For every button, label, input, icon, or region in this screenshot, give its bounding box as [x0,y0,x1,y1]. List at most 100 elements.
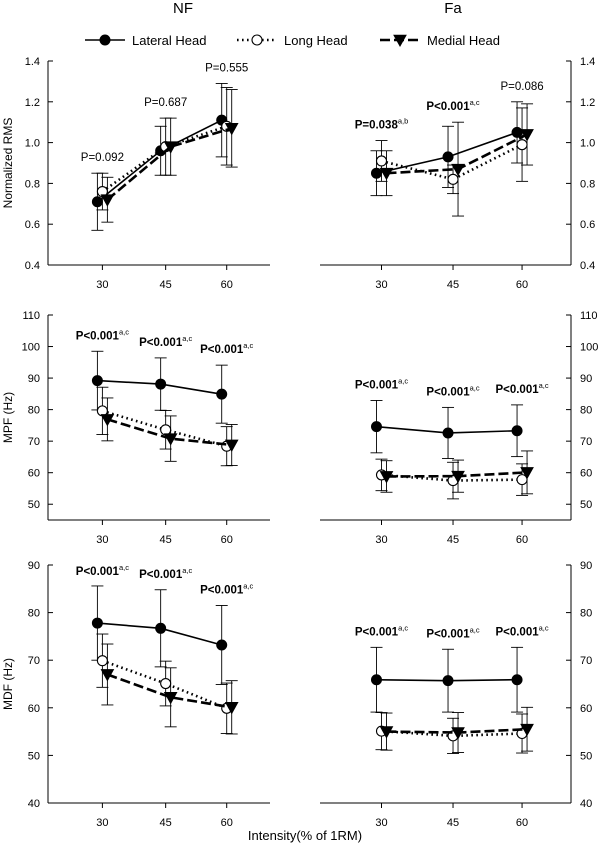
legend: Lateral Head Long Head Medial Head [85,33,500,48]
p-value-annotation: P<0.001a,c [200,581,253,596]
y-axis-title-mdf-hz: MDF (Hz) [1,658,15,710]
point-long-head [447,173,459,185]
y-tick-label: 100 [22,342,40,354]
y-tick-label: 70 [28,655,40,667]
point-medial-head [100,414,115,427]
x-tick-label: 45 [160,279,172,291]
x-tick-label: 60 [516,534,528,546]
y-tick-label: 60 [28,703,40,715]
y-tick-label: 50 [28,499,40,511]
p-value-text: P<0.001 [355,626,399,638]
point-long-head [375,155,388,167]
p-value-annotation: P=0.038a,b [355,117,409,132]
x-tick-label: 30 [375,817,387,829]
p-value-annotation: P=0.092 [81,152,124,164]
series-line-medial-head [106,127,233,201]
point-lateral-head [442,427,454,439]
series-long-head [96,633,233,734]
point-lateral-head [91,375,103,387]
y-tick-label: 1.2 [580,97,595,109]
series-medial-head [379,706,534,753]
point-medial-head [520,129,534,142]
y-tick-label: 110 [22,310,40,322]
panels-area: Normalized RMS 0.4 0.6 0.8 1.0 1.2 1.4 30 45 60 P=… [1,56,598,829]
p-value-superscript: a,c [539,623,549,632]
p-value-superscript: a,c [182,334,192,343]
point-lateral-head [155,378,167,390]
p-value-text: P<0.001 [139,569,183,581]
y-tick-label: 40 [28,798,40,810]
y-tick-label: 40 [580,798,592,810]
y-tick-label: 0.4 [25,260,40,272]
x-tick-label: 45 [447,817,459,829]
point-medial-head [451,470,465,484]
point-lateral-head [442,151,454,163]
y-tick-label: 90 [580,373,592,385]
y-tick-label: 50 [580,750,592,762]
x-tick-label: 60 [221,817,233,829]
p-value-annotation: P<0.001a,c [355,623,408,638]
x-tick-label: 45 [160,534,172,546]
column-title-nf: NF [173,0,193,17]
point-long-head [516,139,528,151]
y-axis-title-normalized-rms: Normalized RMS [1,118,15,209]
series-line-medial-head [107,418,232,447]
p-value-superscript: a,c [243,581,253,590]
y-tick-label: 1.2 [25,97,40,109]
panel-normalized-rms-fa: 0.4 0.6 0.8 1.0 1.2 1.4 30 45 60 P=0.038a,b P<0.00… [320,56,595,291]
y-tick-label: 70 [580,436,592,448]
series-lateral-head [370,400,524,459]
y-tick-label: 80 [580,405,592,417]
point-medial-head [379,471,394,484]
p-value-superscript: a,b [398,117,408,126]
p-value-superscript: a,c [398,376,408,385]
legend-entry-medial-head: Medial Head [380,33,500,48]
y-tick-label: 0.8 [580,178,595,190]
series-lateral-head [370,646,524,713]
series-medial-head [379,450,534,495]
y-tick-label: 70 [28,436,40,448]
point-medial-head [163,433,178,446]
point-medial-head [224,439,239,452]
series-lateral-head [91,350,228,424]
point-medial-head [520,467,534,480]
series-medial-head [379,103,534,217]
point-medial-head [379,726,394,739]
x-tick-label: 30 [96,279,108,291]
p-value-text: P=0.038 [355,120,399,132]
point-long-head [96,655,108,667]
point-lateral-head [216,639,228,651]
p-value-annotation: P<0.001a,c [139,334,192,349]
x-tick-label: 60 [516,817,528,829]
p-value-superscript: a,c [119,327,129,336]
series-long-head [96,386,233,467]
p-value-annotation: P<0.001a,c [76,563,129,578]
p-value-text: P<0.001 [495,626,539,638]
legend-label: Medial Head [427,33,500,48]
y-tick-label: 0.4 [580,260,595,272]
point-lateral-head [511,126,523,138]
p-value-annotation: P<0.001a,c [495,623,548,638]
point-lateral-head [511,425,523,437]
y-tick-label: 90 [28,373,40,385]
series-line-medial-head [106,673,232,709]
p-value-text: P<0.001 [426,101,470,113]
p-value-superscript: a,c [182,566,192,575]
y-tick-label: 90 [580,560,592,572]
p-value-annotation: P<0.001a,c [426,98,479,113]
y-tick-label: 60 [580,468,592,480]
x-tick-label: 30 [96,817,108,829]
point-lateral-head [511,674,523,686]
y-tick-label: 1.0 [25,138,40,150]
p-value-annotation: P<0.001a,c [426,383,479,398]
y-tick-label: 60 [28,468,40,480]
point-lateral-head [370,421,382,433]
legend-marker-lateral-head [99,34,111,46]
point-long-head [160,677,172,690]
y-tick-label: 100 [580,342,598,354]
point-lateral-head [155,622,167,634]
series-line-long-head [101,125,228,193]
